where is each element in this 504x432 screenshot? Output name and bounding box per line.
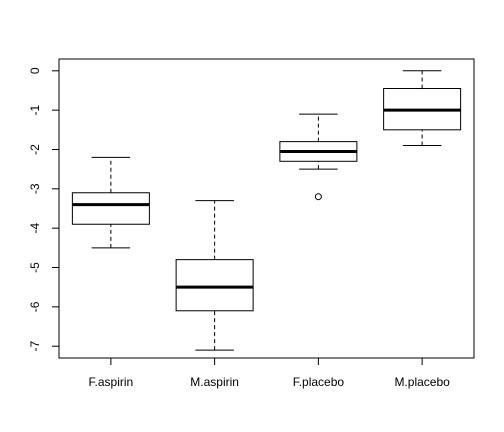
y-tick-label: -7 xyxy=(28,341,42,352)
box-m-placebo xyxy=(384,71,461,146)
y-tick-label: -6 xyxy=(28,301,42,312)
iqr-box xyxy=(72,193,149,224)
y-axis: 0 -1 -2 -3 -4 -5 -6 -7 xyxy=(28,67,59,351)
y-tick-label: -3 xyxy=(28,183,42,194)
y-tick-label: -2 xyxy=(28,144,42,155)
x-axis: F.aspirin M.aspirin F.placebo M.placebo xyxy=(89,358,451,389)
x-tick-label: M.placebo xyxy=(394,375,450,389)
y-tick-label: -1 xyxy=(28,104,42,115)
box-f-placebo xyxy=(280,114,357,200)
outlier-point xyxy=(315,194,321,200)
x-tick-label: F.aspirin xyxy=(89,375,134,389)
y-tick-label: -4 xyxy=(28,223,42,234)
iqr-box xyxy=(176,260,253,311)
box-f-aspirin xyxy=(72,157,149,247)
x-tick-label: M.aspirin xyxy=(190,375,239,389)
x-tick-label: F.placebo xyxy=(293,375,345,389)
y-tick-label: 0 xyxy=(28,67,42,74)
box-m-aspirin xyxy=(176,201,253,351)
y-tick-label: -5 xyxy=(28,262,42,273)
boxes-layer xyxy=(72,71,460,350)
